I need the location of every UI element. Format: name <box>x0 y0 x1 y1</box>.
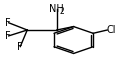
Text: 2: 2 <box>60 7 64 16</box>
Text: F: F <box>5 18 11 28</box>
Text: NH: NH <box>49 4 64 14</box>
Text: F: F <box>5 31 11 41</box>
Text: F: F <box>17 42 22 52</box>
Text: Cl: Cl <box>106 25 116 35</box>
